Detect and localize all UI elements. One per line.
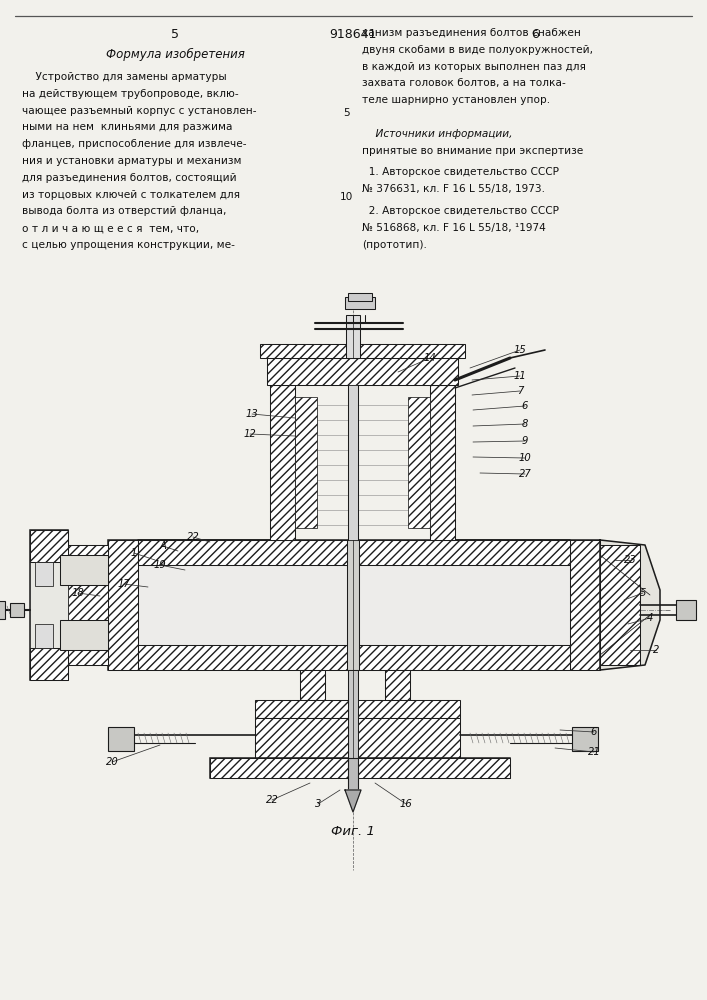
Text: Устройство для замены арматуры: Устройство для замены арматуры [22, 72, 227, 82]
Text: 8: 8 [522, 419, 528, 429]
Polygon shape [600, 540, 660, 670]
Text: 7: 7 [517, 386, 523, 396]
Text: 4: 4 [647, 613, 653, 623]
Text: вывода болта из отверстий фланца,: вывода болта из отверстий фланца, [22, 206, 226, 216]
Bar [108, 727, 134, 751]
Text: № 376631, кл. F 16 L 55/18, 1973.: № 376631, кл. F 16 L 55/18, 1973. [362, 184, 545, 194]
Text: с целью упрощения конструкции, ме-: с целью упрощения конструкции, ме- [22, 240, 235, 250]
Text: 20: 20 [105, 757, 118, 767]
Bar [408, 397, 430, 528]
Text: 22: 22 [187, 532, 199, 542]
Bar [260, 344, 465, 358]
Text: на действующем трубопроводе, вклю-: на действующем трубопроводе, вклю- [22, 89, 239, 99]
Bar [210, 758, 510, 778]
Text: 13: 13 [245, 409, 258, 419]
Bar [255, 718, 460, 758]
Bar [295, 397, 317, 528]
Text: о т л и ч а ю щ е е с я  тем, что,: о т л и ч а ю щ е е с я тем, что, [22, 223, 199, 233]
Text: 19: 19 [153, 560, 166, 570]
Text: для разъединения болтов, состоящий: для разъединения болтов, состоящий [22, 173, 237, 183]
Bar [138, 645, 570, 670]
Text: 1. Авторское свидетельство СССР: 1. Авторское свидетельство СССР [362, 167, 559, 177]
Bar [572, 727, 598, 751]
Text: A: A [160, 541, 166, 551]
Bar [30, 530, 68, 562]
Text: двуня скобами в виде полуокружностей,: двуня скобами в виде полуокружностей, [362, 45, 593, 55]
Bar [68, 545, 108, 665]
Text: ния и установки арматуры и механизм: ния и установки арматуры и механизм [22, 156, 242, 166]
Text: 17: 17 [117, 579, 130, 589]
Text: № 516868, кл. F 16 L 55/18, ¹1974: № 516868, кл. F 16 L 55/18, ¹1974 [362, 223, 546, 233]
Bar [348, 385, 358, 540]
Text: 10: 10 [340, 192, 354, 202]
Bar [60, 620, 108, 650]
Bar [108, 540, 600, 670]
Text: 23: 23 [624, 555, 636, 565]
Text: 2. Авторское свидетельство СССР: 2. Авторское свидетельство СССР [362, 206, 559, 216]
Text: 1: 1 [131, 548, 137, 558]
Bar [570, 540, 600, 670]
Text: 6: 6 [591, 727, 597, 737]
Text: ханизм разъединения болтов снабжен: ханизм разъединения болтов снабжен [362, 28, 581, 38]
Text: 14: 14 [423, 353, 436, 363]
Bar [60, 555, 108, 585]
Text: 12: 12 [244, 429, 257, 439]
Text: 2: 2 [653, 645, 659, 655]
Bar [30, 562, 68, 648]
Bar [108, 540, 138, 670]
Text: принятые во внимание при экспертизе: принятые во внимание при экспертизе [362, 146, 583, 156]
Bar [676, 600, 696, 620]
Text: 918641: 918641 [329, 28, 377, 41]
Bar [348, 293, 372, 301]
Text: 6: 6 [531, 28, 539, 41]
Bar [300, 670, 325, 700]
Bar [10, 603, 24, 617]
Bar [600, 545, 640, 665]
Text: 21: 21 [588, 747, 600, 757]
Text: захвата головок болтов, а на толка-: захвата головок болтов, а на толка- [362, 78, 566, 88]
Text: 10: 10 [519, 453, 532, 463]
Text: из торцовых ключей с толкателем для: из торцовых ключей с толкателем для [22, 190, 240, 200]
Bar [348, 670, 358, 778]
Text: Фиг. 1: Фиг. 1 [331, 825, 375, 838]
Bar [270, 385, 295, 540]
Bar [267, 358, 458, 385]
Bar [385, 670, 410, 700]
Bar [0, 601, 5, 619]
Text: 3: 3 [315, 799, 321, 809]
Bar [35, 562, 53, 586]
Text: 5: 5 [344, 108, 350, 118]
Bar [138, 540, 570, 565]
Bar [30, 530, 68, 680]
Text: 11: 11 [513, 371, 527, 381]
Text: чающее разъемный корпус с установлен-: чающее разъемный корпус с установлен- [22, 106, 257, 116]
Text: (прототип).: (прототип). [362, 240, 427, 250]
Bar [35, 624, 53, 648]
Text: 22: 22 [266, 795, 279, 805]
Text: 9: 9 [522, 436, 528, 446]
Text: в каждой из которых выполнен паз для: в каждой из которых выполнен паз для [362, 62, 586, 72]
Text: 16: 16 [399, 799, 412, 809]
Bar [345, 297, 375, 309]
Text: фланцев, приспособление для извлече-: фланцев, приспособление для извлече- [22, 139, 247, 149]
Bar [347, 540, 359, 670]
Bar [348, 758, 358, 790]
Bar [210, 758, 510, 778]
Text: теле шарнирно установлен упор.: теле шарнирно установлен упор. [362, 95, 550, 105]
Text: 18: 18 [71, 588, 84, 598]
Polygon shape [345, 790, 361, 812]
Text: 5: 5 [640, 588, 646, 598]
Text: 5: 5 [171, 28, 179, 41]
Text: 27: 27 [519, 469, 532, 479]
Bar [346, 315, 360, 358]
Text: Формула изобретения: Формула изобретения [105, 48, 245, 61]
Text: Источники информации,: Источники информации, [362, 129, 513, 139]
Bar [255, 700, 460, 718]
Text: 6: 6 [522, 401, 528, 411]
Bar [30, 648, 68, 680]
Text: ными на нем  клиньями для разжима: ными на нем клиньями для разжима [22, 122, 233, 132]
Bar [430, 385, 455, 540]
Text: 15: 15 [513, 345, 527, 355]
